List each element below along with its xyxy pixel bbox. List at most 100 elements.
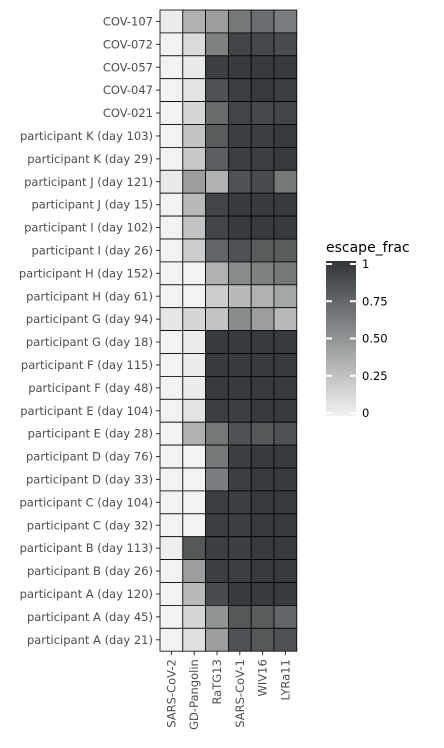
heatmap-cell [205, 284, 229, 309]
heatmap-cell [182, 192, 207, 217]
heatmap-cell [227, 101, 252, 125]
heatmap-cell [250, 238, 275, 263]
heatmap-cell [273, 627, 298, 652]
heatmap-cell [182, 627, 207, 652]
y-tick-label: participant E (day 28) [28, 427, 153, 441]
heatmap-cell [182, 536, 207, 561]
heatmap-cell [182, 169, 207, 194]
heatmap-cell [182, 375, 207, 400]
heatmap-cell [182, 353, 207, 377]
heatmap-cell [227, 32, 252, 57]
heatmap-cell [273, 421, 298, 446]
legend: escape_frac 0 0.25 0.50 0.75 1 [326, 240, 410, 420]
heatmap-cell [205, 78, 229, 102]
heatmap-cell [205, 398, 229, 423]
heatmap-cell [273, 559, 298, 583]
heatmap-cell [182, 398, 207, 423]
y-tick-label: participant D (day 33) [26, 472, 153, 486]
heatmap-cell [227, 375, 252, 400]
legend-tick-label: 0.50 [362, 332, 388, 346]
heatmap-cell [250, 559, 275, 583]
heatmap-cell [205, 101, 229, 125]
heatmap-cell [205, 582, 229, 606]
heatmap-cell [205, 32, 229, 57]
heatmap-cell [159, 513, 184, 538]
heatmap-cell [250, 490, 275, 515]
heatmap-cell [273, 146, 298, 171]
heatmap-cell [273, 398, 298, 423]
heatmap-cell [182, 330, 207, 354]
heatmap-cell [205, 559, 229, 583]
heatmap-cell [182, 559, 207, 583]
heatmap-cell [205, 238, 229, 263]
heatmap-cell [227, 215, 252, 240]
heatmap-cell [159, 627, 184, 652]
heatmap-cell [273, 605, 298, 629]
heatmap-cell [159, 9, 184, 34]
heatmap-cell [205, 169, 229, 194]
heatmap-cell [250, 9, 275, 34]
heatmap-cell [159, 444, 184, 469]
heatmap-cell [159, 55, 184, 80]
heatmap-cell [273, 467, 298, 492]
heatmap-cell [250, 398, 275, 423]
heatmap-cell [205, 513, 229, 538]
y-tick-label: participant J (day 15) [31, 198, 153, 212]
legend-tick-label: 1 [362, 257, 369, 271]
heatmap-cell [182, 444, 207, 469]
heatmap-cell [205, 261, 229, 286]
heatmap-cell [273, 307, 298, 332]
y-tick-label: participant E (day 104) [20, 404, 153, 418]
heatmap-cell [227, 124, 252, 148]
heatmap-cell [182, 101, 207, 125]
heatmap-cell [250, 307, 275, 332]
heatmap-cell [273, 284, 298, 309]
x-tick-label: LYRa11 [278, 659, 292, 700]
heatmap-cell [227, 536, 252, 561]
heatmap-cell [250, 513, 275, 538]
heatmap-cell [205, 9, 229, 34]
heatmap-cell [182, 490, 207, 515]
heatmap-cell [182, 284, 207, 309]
heatmap-cell [227, 353, 252, 377]
heatmap-cell [250, 78, 275, 102]
heatmap-cell [205, 192, 229, 217]
heatmap-cell [159, 238, 184, 263]
heatmap-cell [227, 146, 252, 171]
heatmap-cell [159, 421, 184, 446]
heatmap-cell [159, 398, 184, 423]
heatmap-cell [182, 307, 207, 332]
heatmap-cell [159, 605, 184, 629]
heatmap-cell [182, 9, 207, 34]
heatmap-cell [182, 605, 207, 629]
y-tick-label: COV-057 [103, 60, 153, 74]
heatmap-cell [159, 490, 184, 515]
heatmap-cell [273, 55, 298, 80]
heatmap-cell [227, 513, 252, 538]
legend-title: escape_frac [326, 240, 410, 256]
heatmap-cell [273, 101, 298, 125]
heatmap-cell [250, 627, 275, 652]
heatmap-cell [182, 124, 207, 148]
legend-tick-label: 0 [362, 406, 369, 420]
heatmap-cell [159, 78, 184, 102]
heatmap-cell [227, 169, 252, 194]
heatmap-cell [250, 169, 275, 194]
heatmap-cell [250, 467, 275, 492]
y-tick-labels: COV-107 COV-072 COV-057 COV-047 COV-021 parti… [19, 14, 160, 647]
heatmap-cell [159, 284, 184, 309]
heatmap-cell [250, 192, 275, 217]
heatmap-cell [205, 444, 229, 469]
heatmap-cell [227, 627, 252, 652]
y-tick-label: participant H (day 61) [26, 289, 153, 303]
heatmap-cell [159, 330, 184, 354]
heatmap-cell [205, 124, 229, 148]
heatmap-cell [182, 582, 207, 606]
heatmap-cell [227, 192, 252, 217]
heatmap-cell [273, 32, 298, 57]
heatmap-cell [205, 330, 229, 354]
heatmap-cell [250, 215, 275, 240]
heatmap-cell [205, 421, 229, 446]
heatmap-cell [250, 55, 275, 80]
heatmap-cell [159, 353, 184, 377]
